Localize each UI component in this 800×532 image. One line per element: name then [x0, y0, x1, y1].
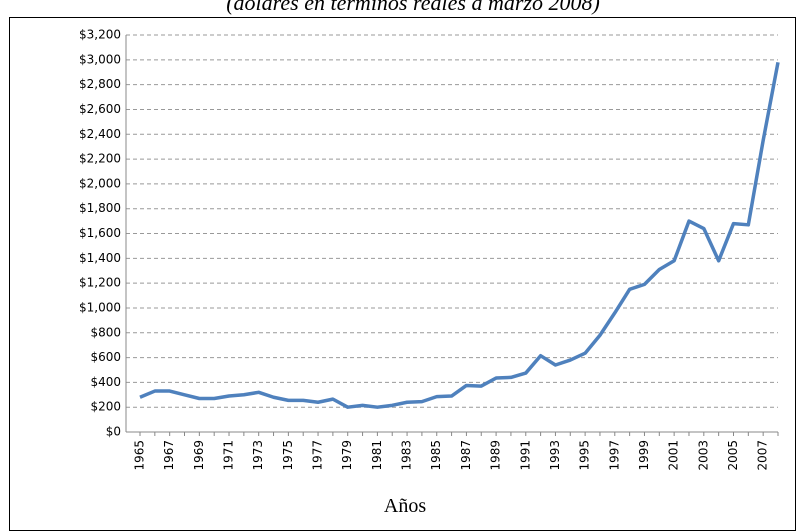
y-tick-label: $2,600 [79, 102, 121, 116]
y-tick-label: $1,600 [79, 226, 121, 240]
x-tick-label: 1997 [607, 440, 621, 471]
x-tick-label: 1973 [251, 440, 265, 471]
y-tick-label: $200 [90, 400, 121, 414]
y-tick-label: $2,200 [79, 152, 121, 166]
y-tick-label: $1,800 [79, 201, 121, 215]
y-tick-label: $0 [106, 425, 121, 439]
chart-frame [9, 17, 796, 531]
x-tick-label: 1995 [578, 440, 592, 471]
y-tick-label: $2,400 [79, 127, 121, 141]
x-tick-label: 1985 [429, 440, 443, 471]
x-tick-label: 1999 [637, 440, 651, 471]
x-tick-label: 2003 [696, 440, 710, 471]
y-tick-label: $1,000 [79, 300, 121, 314]
x-tick-label: 2007 [756, 440, 770, 471]
x-tick-label: 1993 [548, 440, 562, 471]
y-tick-label: $3,000 [79, 52, 121, 66]
chart-title: (dólares en términos reales a marzo 2008… [226, 0, 600, 15]
x-tick-label: 1969 [192, 440, 206, 471]
x-tick-label: 1981 [370, 440, 384, 471]
x-tick-label: 1975 [281, 440, 295, 471]
x-tick-label: 1983 [400, 440, 414, 471]
x-tick-label: 1991 [518, 440, 532, 471]
x-tick-label: 1989 [489, 440, 503, 471]
x-axis-label: Años [384, 495, 426, 517]
x-tick-label: 1977 [311, 440, 325, 471]
x-tick-label: 2001 [667, 440, 681, 471]
y-tick-label: $1,400 [79, 251, 121, 265]
x-tick-label: 1971 [222, 440, 236, 471]
x-tick-label: 1965 [133, 440, 147, 471]
y-tick-label: $400 [90, 375, 121, 389]
y-tick-label: $2,000 [79, 176, 121, 190]
x-tick-label: 1987 [459, 440, 473, 471]
y-tick-label: $800 [90, 325, 121, 339]
x-tick-label: 2005 [726, 440, 740, 471]
line-series [139, 61, 780, 409]
y-tick-label: $1,200 [79, 276, 121, 290]
y-tick-label: $3,200 [79, 28, 121, 42]
x-tick-label: 1967 [162, 440, 176, 471]
y-tick-label: $2,800 [79, 77, 121, 91]
y-tick-label: $600 [90, 350, 121, 364]
x-tick-label: 1979 [340, 440, 354, 471]
